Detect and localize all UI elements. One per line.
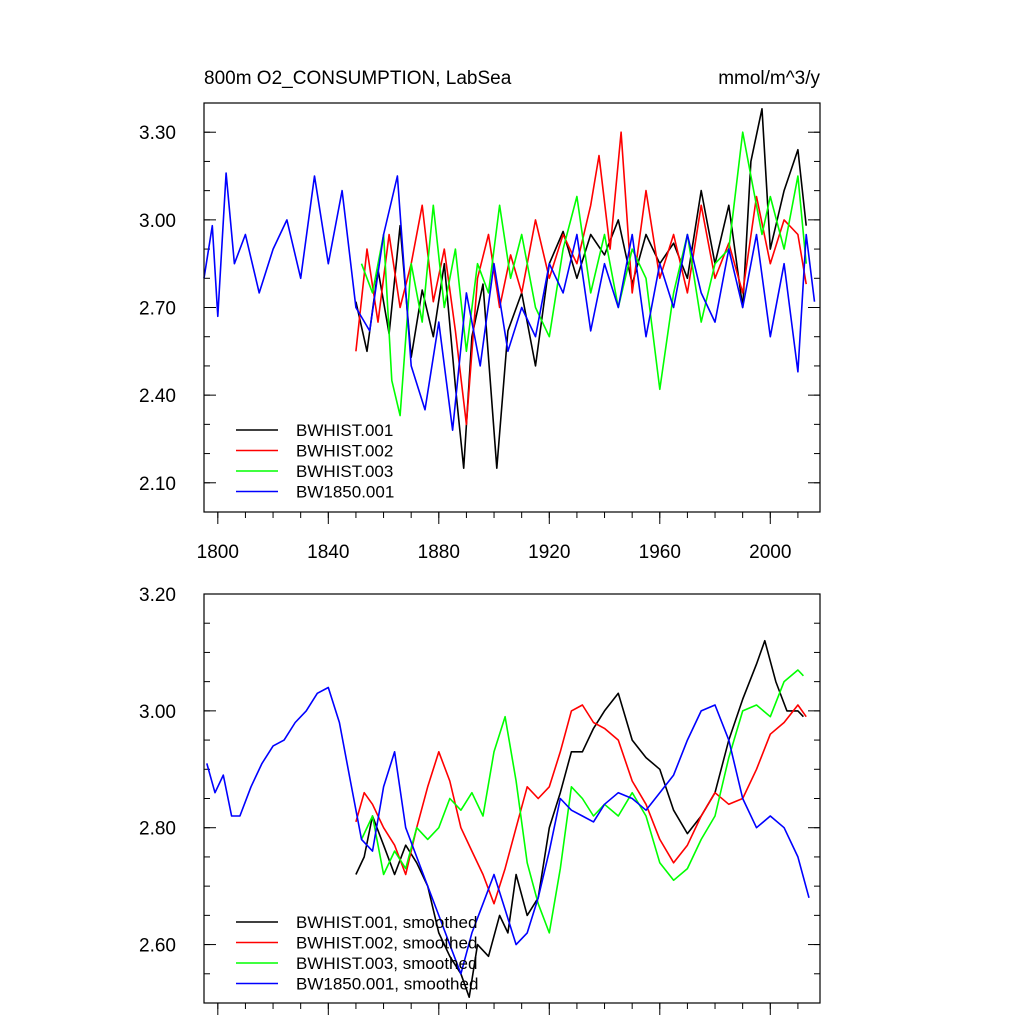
y-tick-label: 2.60: [139, 936, 176, 957]
top-units: mmol/m^3/y: [718, 68, 820, 89]
bottom-legend-label-4: BW1850.001, smoothed: [296, 975, 478, 994]
y-tick-label: 3.00: [139, 211, 176, 232]
bottom-series: [206, 639, 810, 999]
top-legend-label-1: BWHIST.001: [296, 421, 393, 440]
top-panel: 800m O2_CONSUMPTION, LabSea mmol/m^3/y 2…: [139, 68, 821, 563]
y-tick-label: 2.80: [139, 819, 176, 840]
y-tick-label: 3.00: [139, 702, 176, 723]
bottom-legend: BWHIST.001, smoothed BWHIST.002, smoothed…: [236, 913, 478, 994]
x-tick-label: 1920: [528, 542, 570, 563]
y-tick-label: 2.70: [139, 299, 176, 320]
bottom-panel: 2.602.803.003.20 BWHIST.001, smoothedBWH…: [139, 585, 821, 1015]
y-tick-label: 3.20: [139, 585, 176, 606]
top-plot-frame: [203, 102, 821, 513]
y-tick-label: 3.30: [139, 123, 176, 144]
bottom-legend-label-1: BWHIST.001, smoothed: [296, 913, 477, 932]
top-legend-label-2: BWHIST.002: [296, 442, 393, 461]
bottom-series-line-2: [355, 704, 807, 905]
top-series: [203, 108, 816, 470]
bottom-series-line-4: [206, 686, 810, 975]
bottom-legend-label-3: BWHIST.003, smoothed: [296, 954, 477, 973]
top-series-line-2: [355, 131, 807, 426]
x-tick-label: 1800: [197, 542, 239, 563]
y-tick-label: 2.40: [139, 386, 176, 407]
bottom-plot-frame: [203, 593, 821, 1004]
top-series-line-4: [203, 172, 816, 432]
x-tick-label: 1880: [418, 542, 460, 563]
x-tick-label: 1840: [307, 542, 349, 563]
x-tick-label: 1960: [639, 542, 681, 563]
bottom-ticks: 2.60 2.80 3.00 3.20: [139, 585, 820, 1015]
bottom-legend-label-2: BWHIST.002, smoothed: [296, 934, 477, 953]
bottom-series-line-3: [360, 669, 804, 934]
x-tick-label: 2000: [749, 542, 791, 563]
top-ticks: 2.10 2.40 2.70 3.00 3.30 1800 1840 1880 1920 1960…: [139, 102, 820, 563]
top-title: 800m O2_CONSUMPTION, LabSea: [204, 68, 512, 89]
top-legend-label-4: BW1850.001: [296, 483, 394, 502]
y-tick-label: 2.10: [139, 474, 176, 495]
top-legend-label-3: BWHIST.003: [296, 462, 393, 481]
top-series-line-3: [360, 131, 807, 417]
